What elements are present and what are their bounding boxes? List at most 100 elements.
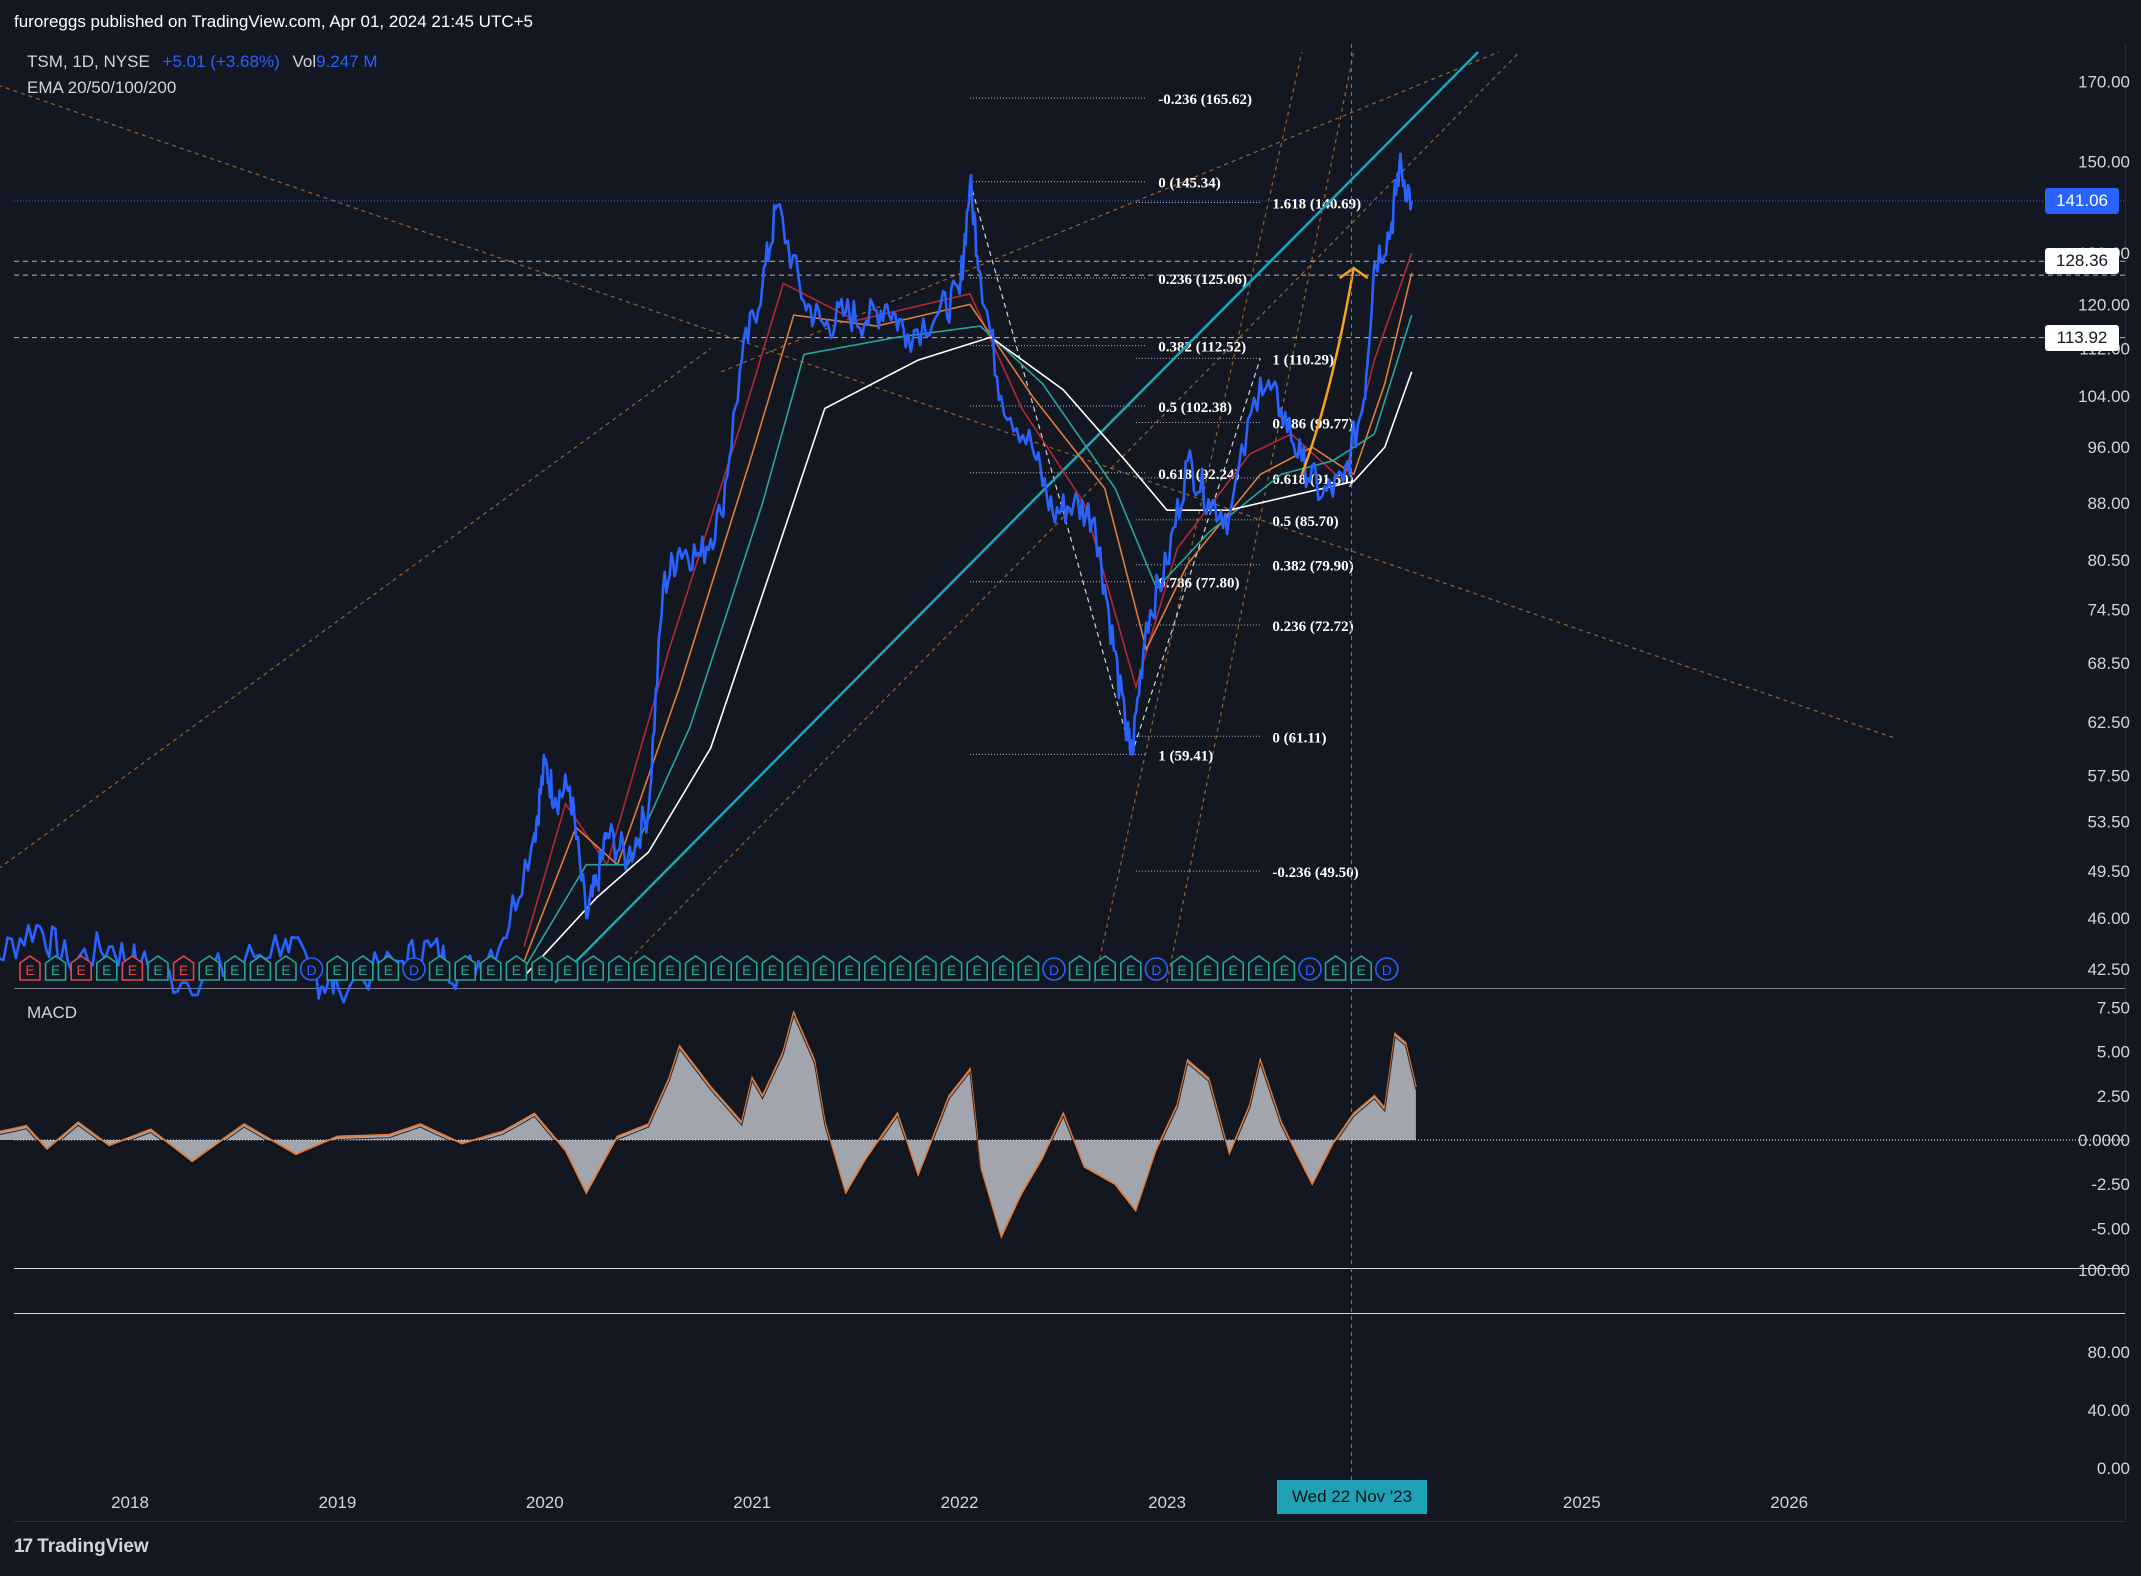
earnings-marker: E — [710, 955, 732, 981]
price-axis-tick: 170.00 — [2078, 72, 2130, 91]
volume-value: 9.247 M — [316, 52, 378, 71]
event-marker-letter: E — [998, 962, 1007, 978]
event-marker-letter: E — [128, 962, 137, 978]
price-tag: 128.36 — [2045, 248, 2119, 275]
earnings-marker-shape — [684, 955, 707, 981]
time-axis-tick: 2022 — [941, 1493, 979, 1512]
earnings-marker: E — [1196, 955, 1219, 981]
event-marker-letter: E — [461, 962, 470, 978]
earnings-marker-shape — [915, 955, 937, 981]
earnings-marker: E — [121, 955, 144, 981]
earnings-marker: E — [505, 955, 528, 981]
earnings-marker-shape — [761, 955, 784, 981]
earnings-marker-shape — [1017, 955, 1040, 981]
event-marker-letter: E — [845, 962, 854, 978]
event-marker-letter: E — [665, 962, 674, 978]
earnings-marker: E — [659, 955, 681, 981]
fib-level-label: 0.236 (125.06) — [1158, 272, 1247, 288]
earnings-marker: E — [1222, 955, 1244, 981]
event-marker-letter: E — [179, 962, 188, 978]
earnings-marker-shape — [172, 955, 195, 981]
ema-line-ema-100 — [523, 314, 1413, 970]
macd-histogram-area — [0, 1012, 1416, 1238]
earnings-marker: E — [787, 955, 809, 981]
earnings-marker-shape — [275, 955, 297, 981]
event-marker-letter: E — [1203, 962, 1212, 978]
time-axis-tick: 2019 — [318, 1493, 356, 1512]
macd-pane-label[interactable]: MACD — [27, 1003, 78, 1022]
earnings-marker-shape — [377, 955, 400, 981]
event-marker-letter: E — [256, 962, 265, 978]
event-marker-letter: D — [1151, 962, 1161, 978]
fib-retracement-2: 1.618 (140.69) 1 (110.29) 0.786 (99.77) 0.6… — [1135, 197, 1361, 881]
event-marker-letter: D — [409, 962, 419, 978]
earnings-marker-shape — [480, 955, 502, 981]
price-axis-tick: 68.50 — [2087, 654, 2130, 673]
earnings-marker-shape — [70, 955, 92, 981]
event-marker-letter: D — [307, 962, 317, 978]
event-marker-letter: E — [921, 962, 930, 978]
dividend-marker-shape — [1298, 957, 1322, 981]
dividend-marker-shape — [1375, 957, 1399, 981]
earnings-marker: E — [940, 955, 963, 981]
event-marker-letter: E — [973, 962, 982, 978]
event-marker-letter: E — [153, 962, 162, 978]
earnings-marker-shape — [96, 955, 118, 981]
indicator-legend[interactable]: EMA 20/50/100/200 — [27, 78, 177, 97]
earnings-marker: E — [480, 955, 502, 981]
earnings-marker: E — [172, 955, 195, 981]
time-axis-tick: 2018 — [111, 1493, 149, 1512]
event-marker-letter: E — [742, 962, 751, 978]
event-marker-letter: E — [102, 962, 111, 978]
price-line — [0, 152, 1413, 1004]
event-marker-letter: E — [1331, 962, 1340, 978]
earnings-marker: E — [1068, 955, 1091, 981]
fib-level-label: 0.236 (72.72) — [1272, 619, 1353, 635]
symbol-line[interactable]: TSM, 1D, NYSE — [27, 52, 150, 71]
macd-axis-tick: 2.50 — [2097, 1087, 2130, 1106]
event-marker-letter: E — [384, 962, 393, 978]
price-tag: 141.06 — [2045, 187, 2119, 214]
projection-line — [720, 51, 1500, 373]
earnings-marker: E — [684, 955, 707, 981]
earnings-marker: E — [1120, 955, 1142, 981]
event-marker-letter: E — [51, 962, 60, 978]
earnings-marker-shape — [659, 955, 681, 981]
event-marker-letter: E — [205, 962, 214, 978]
earnings-marker-shape — [940, 955, 963, 981]
time-axis-tick: 2026 — [1770, 1493, 1808, 1512]
dividend-marker: D — [1144, 957, 1169, 981]
earnings-marker: E — [44, 955, 67, 981]
earnings-marker: E — [19, 955, 41, 981]
earnings-marker-shape — [1196, 955, 1219, 981]
event-marker-letter: E — [281, 962, 290, 978]
dividend-marker-shape — [402, 957, 426, 981]
event-marker-letter: E — [896, 962, 905, 978]
price-axis-tick: 150.00 — [2078, 153, 2130, 172]
event-marker-letter: E — [819, 962, 828, 978]
macd-axis-tick: -5.00 — [2091, 1219, 2130, 1238]
event-marker-letter: E — [1101, 962, 1110, 978]
earnings-marker: E — [556, 955, 579, 981]
macd-pane: 7.50 5.00 2.50 0.0000 -2.50 -5.00 — [0, 998, 2130, 1242]
lower-pane: 100.00 80.00 40.00 0.00 — [2078, 1261, 2130, 1478]
earnings-marker: E — [608, 955, 630, 981]
dividend-marker: D — [1375, 957, 1399, 981]
ema-line-ema-50 — [523, 272, 1413, 962]
publish-header: furoreggs published on TradingView.com, … — [0, 0, 2141, 44]
fib-level-label: 0.618 (92.24) — [1158, 467, 1239, 483]
earnings-marker-shape — [1094, 955, 1116, 981]
earnings-marker: E — [1017, 955, 1040, 981]
tradingview-brand[interactable]: 17 TradingView — [14, 1536, 149, 1558]
earnings-marker: E — [1094, 955, 1116, 981]
earnings-marker-shape — [44, 955, 67, 981]
event-marker-letter: E — [358, 962, 367, 978]
earnings-marker-shape — [1248, 955, 1270, 981]
earnings-marker-shape — [710, 955, 732, 981]
event-marker-letter: E — [614, 962, 623, 978]
event-marker-letter: D — [1049, 962, 1059, 978]
fib-level-label: 0.786 (99.77) — [1272, 417, 1353, 433]
projection-line — [0, 348, 712, 869]
event-marker-letter: E — [1177, 962, 1186, 978]
